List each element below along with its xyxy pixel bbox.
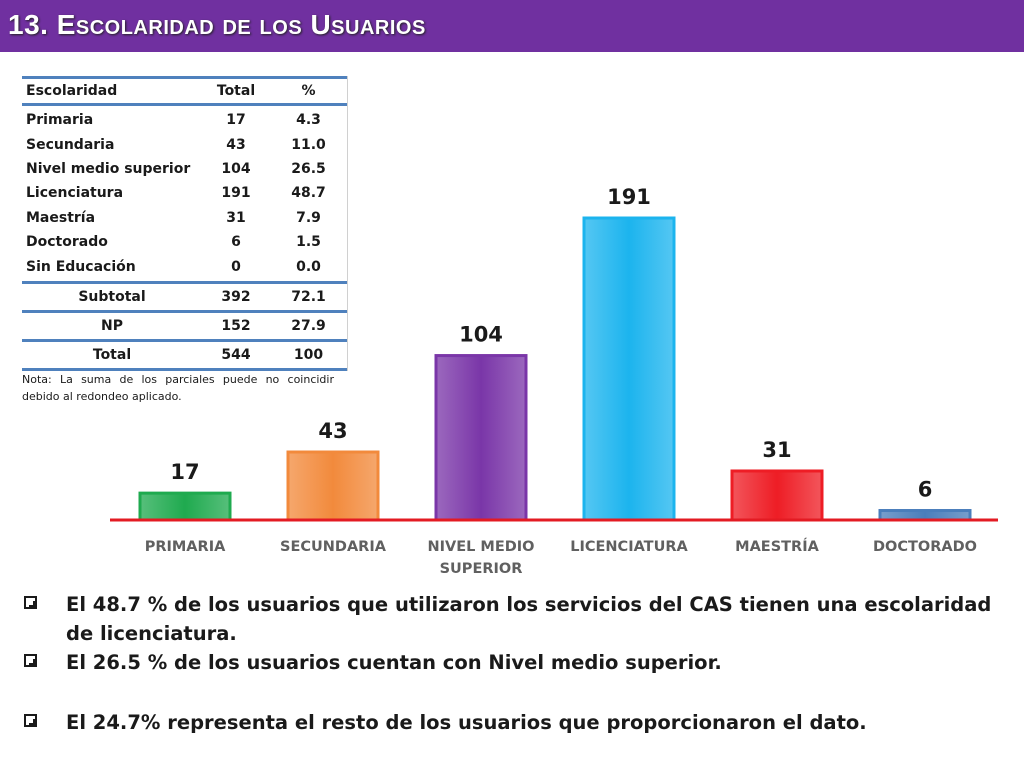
cell-level: Licenciatura: [26, 185, 124, 202]
finding-item: El 26.5 % de los usuarios cuentan con Ni…: [22, 648, 1012, 677]
finding-item: El 48.7 % de los usuarios que utilizaron…: [22, 590, 1012, 648]
cell-total: 104: [221, 160, 251, 177]
checkbox-bullet-icon: [24, 596, 37, 609]
total-label: Total: [92, 346, 132, 363]
bar-value-label: 43: [318, 419, 347, 443]
cell-total: 31: [226, 209, 246, 226]
header-total: Total: [216, 83, 256, 99]
table-row: Doctorado 6 1.5: [22, 230, 347, 254]
subtotal-total: 392: [221, 288, 251, 305]
bar-value-label: 17: [170, 460, 199, 484]
bar: [286, 450, 380, 522]
bar: [434, 354, 528, 522]
cell-total: 17: [226, 112, 246, 129]
table-row: Primaria 17 4.3: [22, 108, 347, 132]
cell-total: 43: [226, 136, 246, 153]
finding-text: El 24.7% representa el resto de los usua…: [66, 711, 867, 734]
np-label: NP: [101, 317, 123, 334]
cell-percent: 11.0: [291, 136, 326, 153]
bar: [582, 216, 676, 522]
cell-level: Primaria: [26, 112, 94, 129]
cell-percent: 4.3: [296, 112, 321, 129]
bar-value-label: 6: [918, 478, 933, 502]
subtotal-label: Subtotal: [78, 288, 146, 305]
np-percent: 27.9: [291, 317, 326, 334]
header-percent: %: [301, 83, 316, 99]
bar-chart: 17 PRIMARIA 43 SECUNDARIA 104 NIVEL MEDIO SUPE…: [110, 185, 998, 577]
finding-text: El 26.5 % de los usuarios cuentan con Ni…: [66, 651, 722, 674]
total-total: 544: [221, 346, 251, 363]
cell-level: Nivel medio superior: [26, 160, 191, 177]
cell-percent: 0.0: [296, 258, 321, 275]
cell-total: 0: [231, 258, 241, 275]
table-row: Secundaria 43 11.0: [22, 132, 347, 156]
bar-value-label: 104: [459, 323, 503, 347]
checkbox-bullet-icon: [24, 714, 37, 727]
total-percent: 100: [293, 346, 324, 363]
finding-text: El 48.7 % de los usuarios que utilizaron…: [66, 593, 992, 645]
cell-level: Secundaria: [26, 136, 115, 153]
category-tick-label: SUPERIOR: [440, 561, 523, 577]
bar: [730, 469, 824, 522]
table-row: Maestría 31 7.9: [22, 206, 347, 230]
cell-level: Sin Educación: [26, 258, 136, 275]
cell-level: Doctorado: [26, 234, 108, 251]
cell-total: 6: [231, 234, 241, 251]
category-tick-label: PRIMARIA: [145, 539, 226, 555]
subtotal-percent: 72.1: [291, 288, 326, 305]
np-total: 152: [221, 317, 251, 334]
cell-total: 191: [221, 185, 251, 202]
cell-percent: 1.5: [296, 234, 321, 251]
education-table: Escolaridad Total % Primaria 17 4.3 Secu…: [22, 76, 348, 371]
cell-percent: 48.7: [291, 185, 326, 202]
category-tick-label: SECUNDARIA: [280, 539, 387, 555]
table-row: Licenciatura 191 48.7: [22, 181, 347, 205]
finding-item: El 24.7% representa el resto de los usua…: [22, 708, 1012, 737]
rounding-note: Nota: La suma de los parciales puede no …: [22, 373, 334, 403]
category-tick-label: LICENCIATURA: [570, 539, 688, 555]
category-tick-label: DOCTORADO: [873, 539, 977, 555]
title-bar: 13. Escolaridad de los Usuarios: [0, 0, 1024, 52]
bar-value-label: 31: [762, 438, 791, 462]
table-row: Sin Educación 0 0.0: [22, 254, 347, 278]
subtotal-row: Subtotal 392 72.1: [22, 284, 347, 313]
table-header: Escolaridad Total %: [22, 76, 347, 106]
category-tick-label: NIVEL MEDIO: [427, 539, 534, 555]
cell-percent: 7.9: [296, 209, 321, 226]
bar-value-label: 191: [607, 185, 651, 209]
header-escolaridad: Escolaridad: [26, 83, 118, 99]
cell-level: Maestría: [26, 209, 96, 226]
findings-list: El 48.7 % de los usuarios que utilizaron…: [22, 590, 1012, 737]
category-tick-label: MAESTRÍA: [735, 538, 819, 555]
total-row: Total 544 100: [22, 342, 347, 371]
table-row: Nivel medio superior 104 26.5: [22, 157, 347, 181]
page-title: 13. Escolaridad de los Usuarios: [8, 9, 426, 40]
bar: [138, 491, 232, 522]
table-body: Primaria 17 4.3 Secundaria 43 11.0 Nivel…: [22, 106, 347, 284]
np-row: NP 152 27.9: [22, 313, 347, 342]
checkbox-bullet-icon: [24, 654, 37, 667]
table-right-rule: [347, 76, 348, 371]
cell-percent: 26.5: [291, 160, 326, 177]
